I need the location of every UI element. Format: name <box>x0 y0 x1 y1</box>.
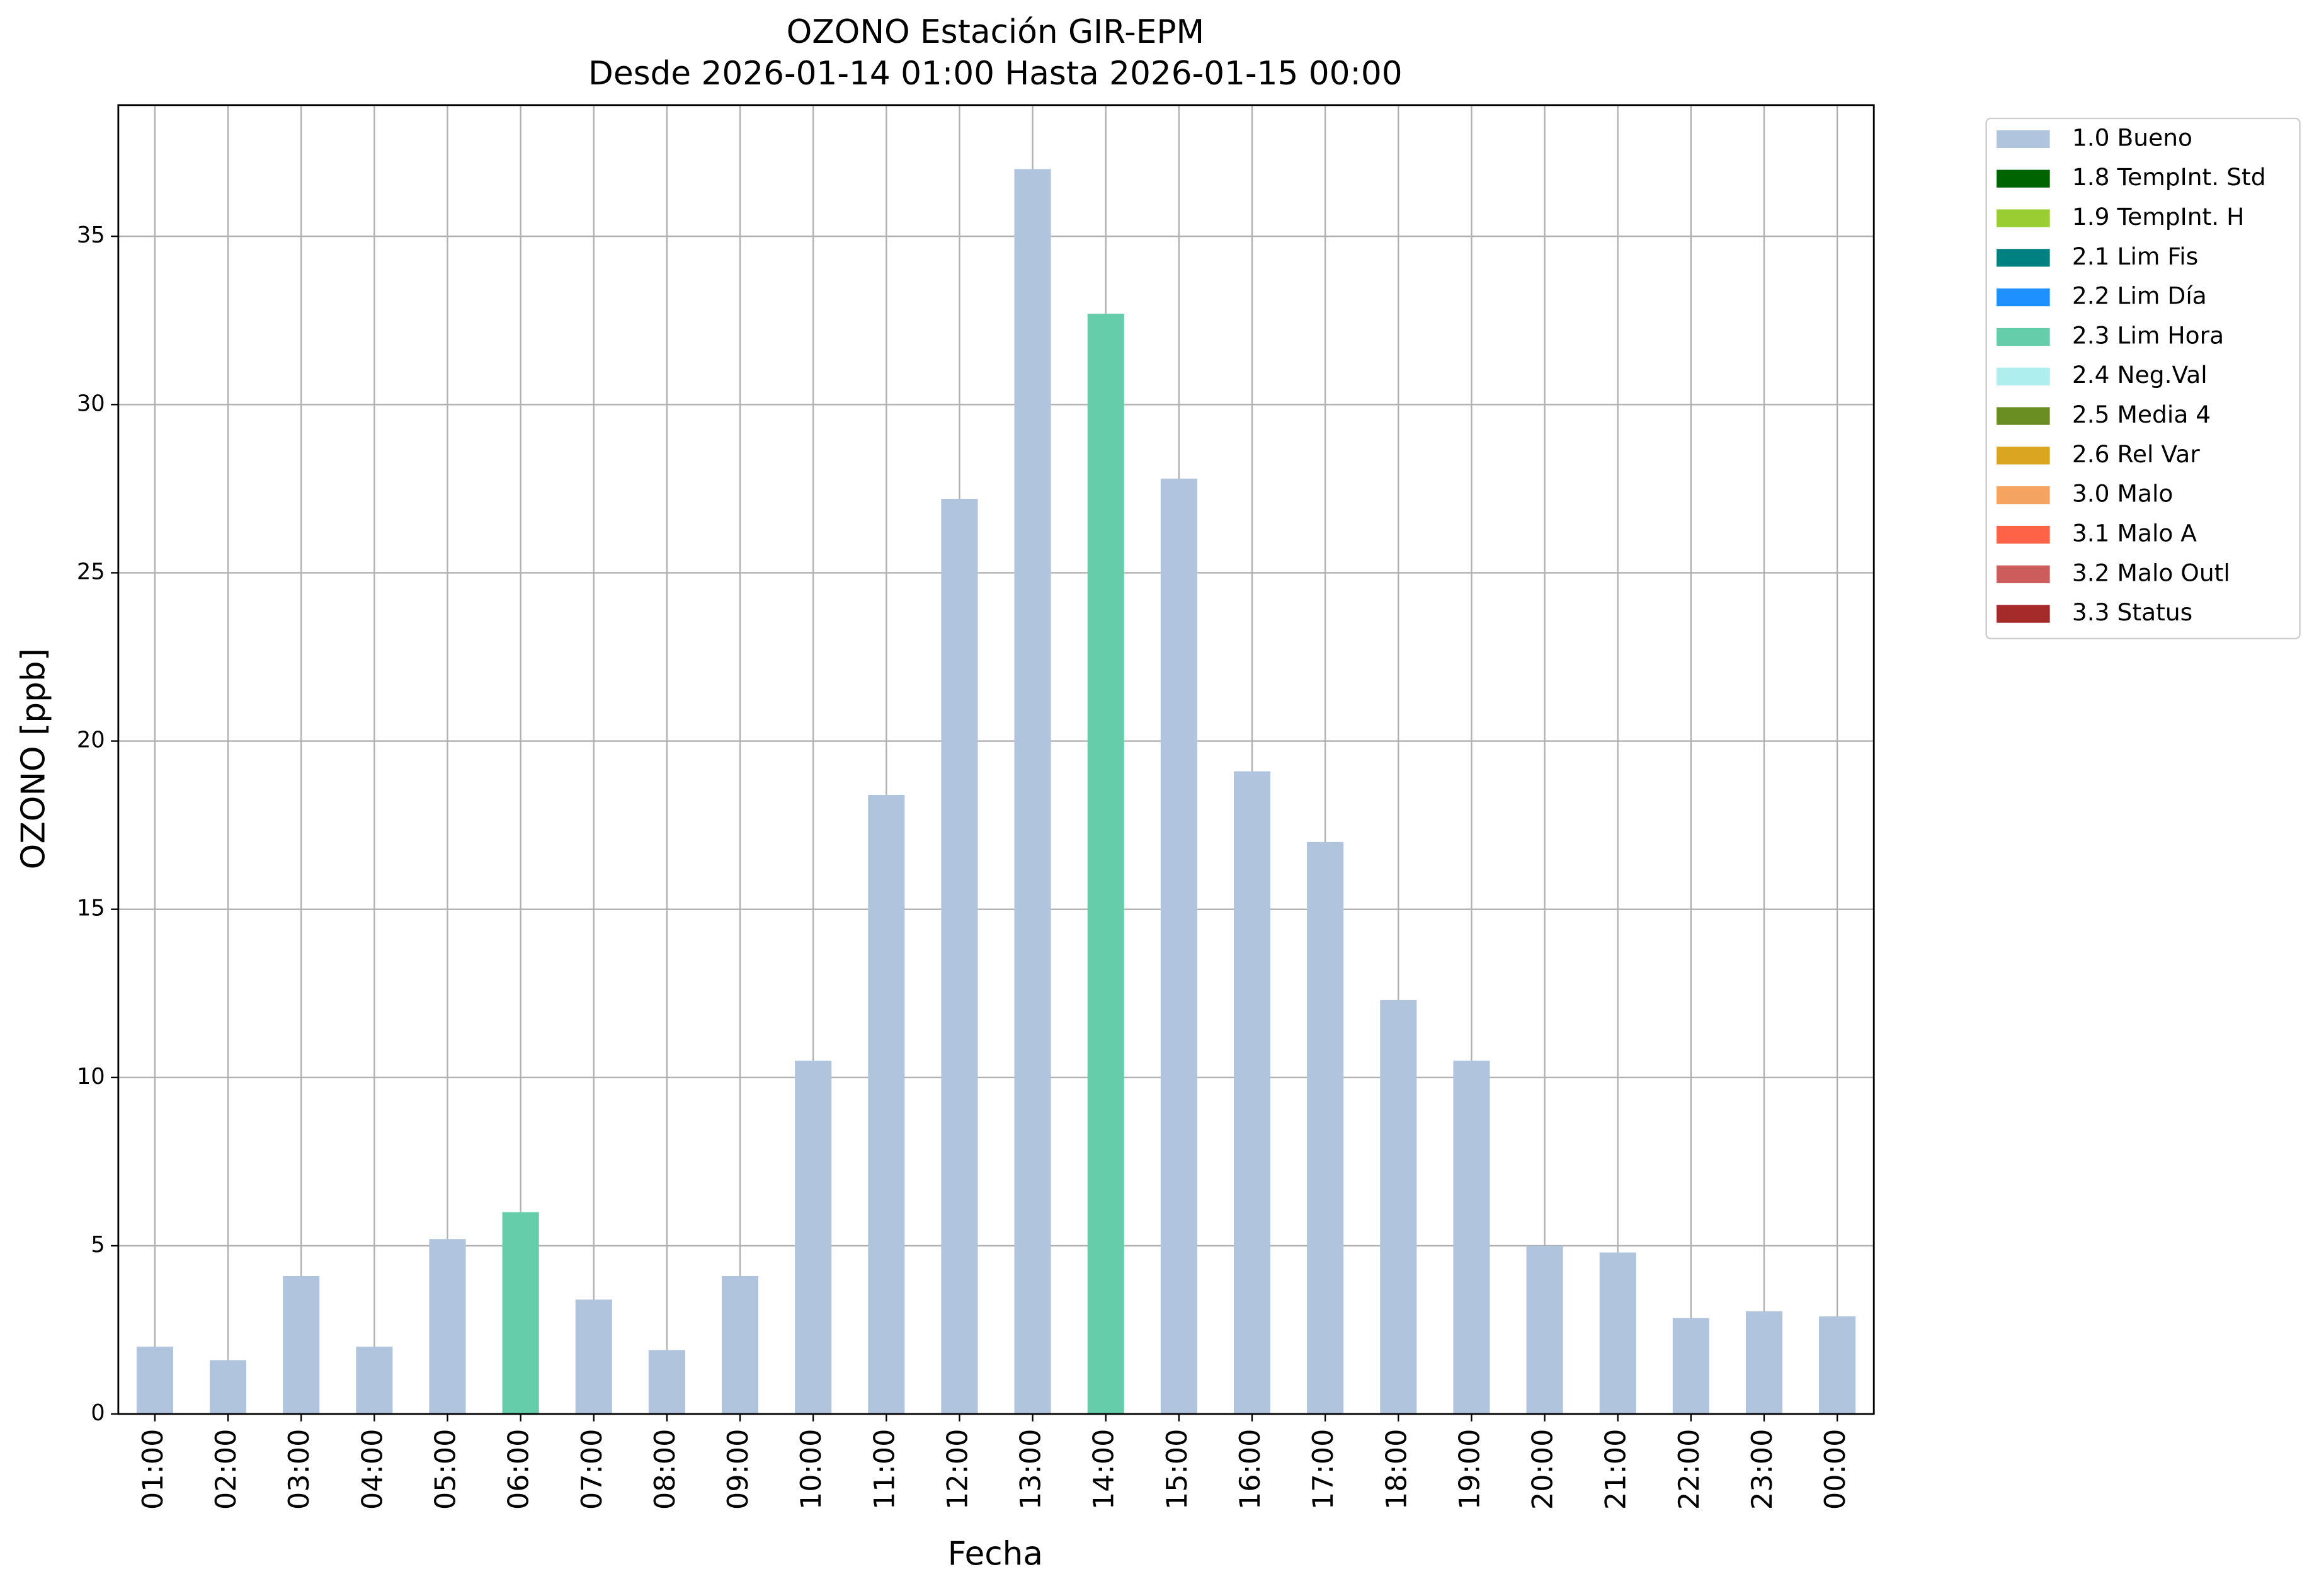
x-tick-label: 12:00 <box>941 1429 974 1510</box>
bar <box>1380 1000 1417 1415</box>
legend-label: 3.0 Malo <box>2072 480 2174 508</box>
x-tick-label: 11:00 <box>868 1429 901 1510</box>
bar <box>795 1061 832 1415</box>
legend-swatch <box>1997 447 2050 465</box>
x-tick-label: 15:00 <box>1161 1429 1194 1510</box>
chart-title: OZONO Estación GIR-EPM <box>787 13 1204 51</box>
legend-swatch <box>1997 130 2050 148</box>
bar <box>356 1347 393 1415</box>
x-tick-label: 13:00 <box>1015 1429 1047 1510</box>
bar <box>648 1350 685 1415</box>
y-tick-label: 30 <box>77 390 105 416</box>
legend-label: 2.5 Media 4 <box>2072 401 2211 428</box>
x-tick-label: 09:00 <box>722 1429 755 1510</box>
legend-swatch <box>1997 565 2050 583</box>
x-tick-label: 16:00 <box>1234 1429 1267 1510</box>
bar <box>941 498 978 1415</box>
x-tick-label: 23:00 <box>1746 1429 1779 1510</box>
legend-swatch <box>1997 249 2050 267</box>
y-tick-label: 5 <box>91 1232 105 1258</box>
x-tick-label: 18:00 <box>1380 1429 1413 1510</box>
legend-label: 2.4 Neg.Val <box>2072 361 2208 389</box>
bar <box>210 1360 247 1415</box>
legend-swatch <box>1997 605 2050 623</box>
x-tick-label: 10:00 <box>795 1429 828 1510</box>
bar <box>1233 771 1271 1415</box>
plot-frame <box>117 104 1875 1415</box>
x-tick-label: 14:00 <box>1088 1429 1120 1510</box>
y-axis-label: OZONO [ppb] <box>14 648 52 869</box>
bar <box>502 1212 539 1415</box>
x-tick-label: 08:00 <box>649 1429 681 1510</box>
bar <box>429 1239 466 1415</box>
x-tick-label: 02:00 <box>210 1429 242 1510</box>
bar <box>1672 1318 1709 1415</box>
legend-swatch <box>1997 367 2050 385</box>
x-tick-label: 03:00 <box>283 1429 316 1510</box>
bar <box>575 1299 612 1415</box>
x-tick-label: 17:00 <box>1307 1429 1340 1510</box>
legend-label: 1.8 TempInt. Std <box>2072 163 2266 191</box>
legend-swatch <box>1997 169 2050 188</box>
bar <box>1160 478 1197 1415</box>
legend-label: 1.0 Bueno <box>2072 123 2192 151</box>
legend-label: 2.3 Lim Hora <box>2072 321 2224 349</box>
y-tick-label: 10 <box>77 1064 105 1090</box>
x-tick-label: 00:00 <box>1819 1429 1852 1510</box>
x-tick-label: 05:00 <box>429 1429 462 1510</box>
legend-swatch <box>1997 407 2050 425</box>
bar <box>1453 1061 1490 1415</box>
y-tick-label: 20 <box>77 727 105 753</box>
legend-label: 3.1 Malo A <box>2072 520 2197 547</box>
legend-label: 2.2 Lim Día <box>2072 282 2207 310</box>
y-tick-label: 35 <box>77 222 105 248</box>
legend-swatch <box>1997 288 2050 307</box>
bar <box>1307 841 1344 1415</box>
legend-label: 1.9 TempInt. H <box>2072 203 2245 231</box>
x-tick-label: 01:00 <box>137 1429 169 1510</box>
legend-swatch <box>1997 209 2050 227</box>
legend-swatch <box>1997 328 2050 346</box>
bar <box>868 795 905 1415</box>
bar <box>1599 1252 1636 1415</box>
x-tick-label: 21:00 <box>1600 1429 1632 1510</box>
bar <box>283 1275 320 1415</box>
legend-label: 2.6 Rel Var <box>2072 440 2200 468</box>
chart-subtitle: Desde 2026-01-14 01:00 Hasta 2026-01-15 … <box>588 55 1403 93</box>
y-tick-label: 15 <box>77 896 105 921</box>
y-tick-label: 0 <box>91 1400 105 1426</box>
legend-label: 3.3 Status <box>2072 598 2192 626</box>
x-tick-label: 04:00 <box>356 1429 389 1510</box>
x-tick-label: 20:00 <box>1527 1429 1559 1510</box>
bar <box>1014 169 1051 1415</box>
x-tick-label: 07:00 <box>576 1429 608 1510</box>
legend-swatch <box>1997 525 2050 544</box>
bar <box>1526 1245 1563 1415</box>
bar <box>1745 1311 1783 1415</box>
x-axis-label: Fecha <box>948 1535 1043 1573</box>
y-tick-label: 25 <box>77 559 105 584</box>
legend-label: 3.2 Malo Outl <box>2072 559 2230 586</box>
bar <box>1819 1316 1856 1415</box>
x-tick-label: 22:00 <box>1673 1429 1706 1510</box>
bar <box>136 1347 173 1415</box>
bar <box>722 1275 759 1415</box>
legend-box <box>1985 117 2301 640</box>
x-tick-label: 19:00 <box>1453 1429 1486 1510</box>
bar <box>1087 314 1124 1415</box>
legend-label: 2.1 Lim Fis <box>2072 242 2198 270</box>
legend-swatch <box>1997 486 2050 504</box>
x-tick-label: 06:00 <box>503 1429 535 1510</box>
